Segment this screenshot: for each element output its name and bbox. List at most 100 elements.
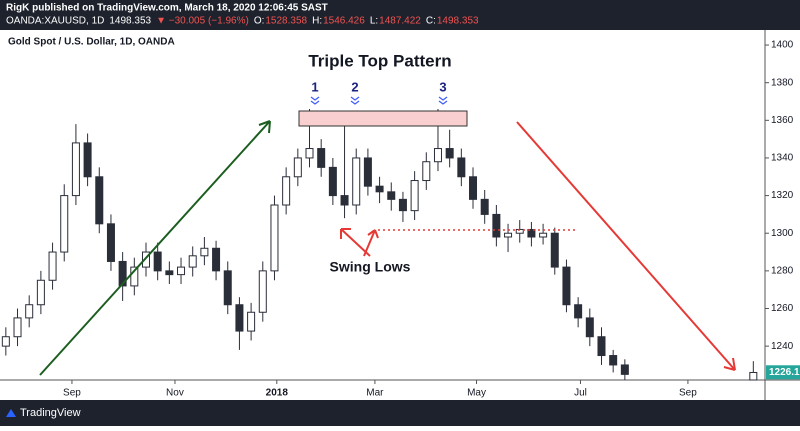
footer-bar — [0, 400, 800, 426]
candle-body — [258, 270, 267, 313]
last-price-label: 1226.1 — [769, 367, 800, 378]
candle-body — [247, 311, 256, 332]
y-tick-label: 1400 — [771, 40, 794, 51]
header-symbol: OANDA:XAUUSD, 1D — [6, 16, 104, 27]
candle-body — [398, 198, 407, 212]
y-tick-label: 1360 — [771, 115, 794, 126]
uptrend-arrow — [39, 120, 271, 376]
candle-body — [363, 157, 372, 187]
candle-body — [83, 142, 92, 178]
candle-body — [106, 223, 115, 262]
candle-body — [620, 364, 629, 375]
candle-body — [469, 176, 478, 200]
candle-body — [340, 195, 349, 206]
candle-body — [550, 232, 559, 268]
candle-body — [36, 279, 45, 306]
x-tick-label: Sep — [63, 388, 81, 399]
publisher: RigK published on TradingView.com, March… — [6, 3, 328, 14]
candle-body — [235, 304, 244, 332]
subtitle: Gold Spot / U.S. Dollar, 1D, OANDA — [8, 37, 175, 48]
x-tick-label: Jul — [574, 388, 587, 399]
candle-body — [527, 228, 536, 238]
peak-chevrons — [310, 96, 448, 105]
candle-body — [95, 176, 104, 225]
header-high-label: H: — [312, 16, 322, 27]
candle-body — [492, 213, 501, 238]
candle-body — [574, 304, 583, 319]
header-low: 1487.422 — [379, 16, 421, 27]
header-low-label: L: — [370, 16, 378, 27]
candle-body — [539, 232, 548, 238]
symbol-line: OANDA:XAUUSD, 1D 1498.353 ▼ −30.005 (−1.96… — [6, 16, 479, 27]
candle-body — [609, 355, 618, 366]
candle-body — [177, 266, 186, 276]
candle-body — [60, 195, 69, 253]
peak-label: 1 — [311, 79, 318, 94]
candle-body — [387, 191, 396, 200]
y-tick-label: 1320 — [771, 190, 794, 201]
candle-body — [13, 317, 22, 338]
y-tick-label: 1240 — [771, 341, 794, 352]
brand: TradingView — [20, 407, 81, 419]
candle-body — [457, 157, 466, 178]
candle-body — [328, 166, 337, 197]
y-tick-label: 1280 — [771, 266, 794, 277]
candle-body — [375, 185, 384, 193]
plot — [1, 109, 758, 381]
peak-label: 3 — [439, 79, 446, 94]
header-last: 1498.353 — [109, 16, 151, 27]
peak-label: 2 — [351, 79, 358, 94]
candle-body — [118, 260, 127, 287]
candle-body — [597, 336, 606, 357]
candle-body — [282, 176, 291, 206]
x-tick-label: May — [467, 388, 486, 399]
candle-body — [504, 232, 513, 238]
candle-body — [352, 157, 361, 206]
x-tick-label: Sep — [679, 388, 697, 399]
candle-body — [25, 304, 34, 319]
candle-body — [749, 371, 758, 381]
header-change: ▼ −30.005 (−1.96%) — [156, 16, 249, 27]
candle-body — [165, 270, 174, 276]
x-tick-label: Nov — [166, 388, 184, 399]
candle-body — [410, 180, 419, 212]
candle-body — [48, 251, 57, 281]
candle-body — [188, 255, 197, 268]
candle-body — [270, 204, 279, 272]
candle-body — [562, 266, 571, 306]
y-tick-label: 1380 — [771, 77, 794, 88]
candle-body — [153, 251, 162, 272]
candle-body — [141, 251, 150, 268]
x-tick-label: Mar — [366, 388, 384, 399]
candle-body — [200, 247, 209, 257]
y-tick-label: 1260 — [771, 303, 794, 314]
header-high: 1546.426 — [323, 16, 365, 27]
candle-body — [317, 148, 326, 168]
header-close: 1498.353 — [437, 16, 479, 27]
candle-body — [480, 198, 489, 215]
header-open: 1528.358 — [265, 16, 307, 27]
candle-body — [585, 317, 594, 338]
resistance-zone — [298, 110, 468, 127]
swing-label: Swing Lows — [330, 259, 411, 275]
candle-body — [71, 142, 80, 197]
header-bar — [0, 0, 800, 30]
header-open-label: O: — [254, 16, 265, 27]
candle-body — [305, 148, 314, 159]
y-tick-label: 1300 — [771, 228, 794, 239]
candle-body — [293, 157, 302, 178]
chart-title: Triple Top Pattern — [308, 51, 451, 70]
candle-body — [1, 336, 10, 347]
logo — [6, 409, 16, 417]
header-close-label: C: — [426, 16, 436, 27]
x-tick-label: 2018 — [266, 388, 289, 399]
downtrend-arrow — [516, 121, 736, 371]
candle-body — [212, 247, 221, 272]
last-price-box — [766, 365, 800, 380]
candle-body — [223, 270, 232, 306]
y-tick-label: 1340 — [771, 153, 794, 164]
candle-body — [445, 148, 454, 159]
candle-body — [130, 266, 139, 287]
